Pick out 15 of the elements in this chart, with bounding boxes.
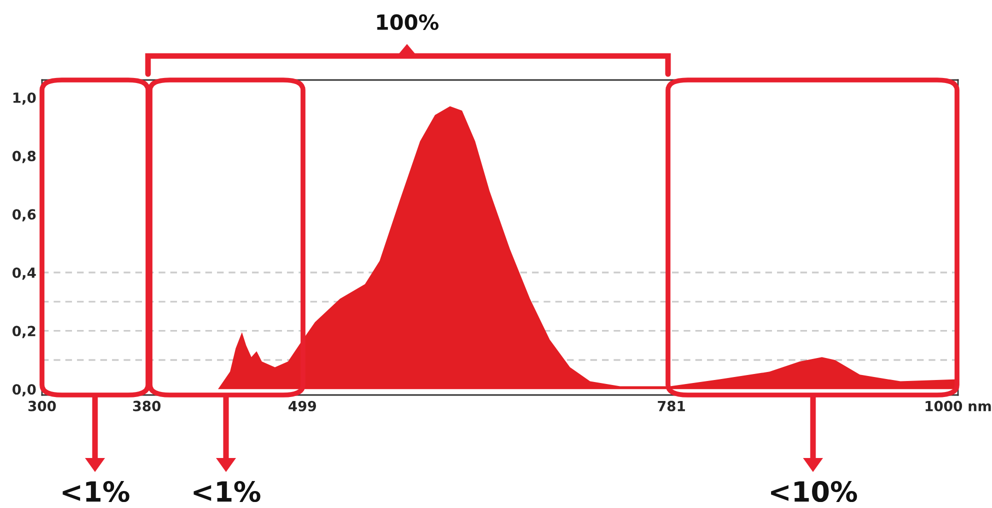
y-tick-label: 0,6 (12, 209, 36, 222)
text: <10% (771, 481, 857, 502)
y-tick-label: 1,0 (13, 92, 36, 105)
x-tick-label: 380 (133, 400, 161, 412)
text: 100% (377, 14, 439, 30)
x-tick-label: 1000 nm (926, 400, 991, 412)
x-tick-label: 300 (28, 400, 56, 412)
y-tick-label: 0,0 (12, 384, 36, 396)
x-tick-label: 781 (658, 400, 685, 412)
y-tick-label: 0,4 (12, 267, 36, 280)
text: <1% (62, 481, 130, 502)
y-tick-label: 0,8 (12, 150, 36, 164)
x-tick-label: 499 (288, 400, 316, 412)
y-tick-label: 0,2 (12, 326, 36, 338)
text: <1% (194, 481, 260, 502)
